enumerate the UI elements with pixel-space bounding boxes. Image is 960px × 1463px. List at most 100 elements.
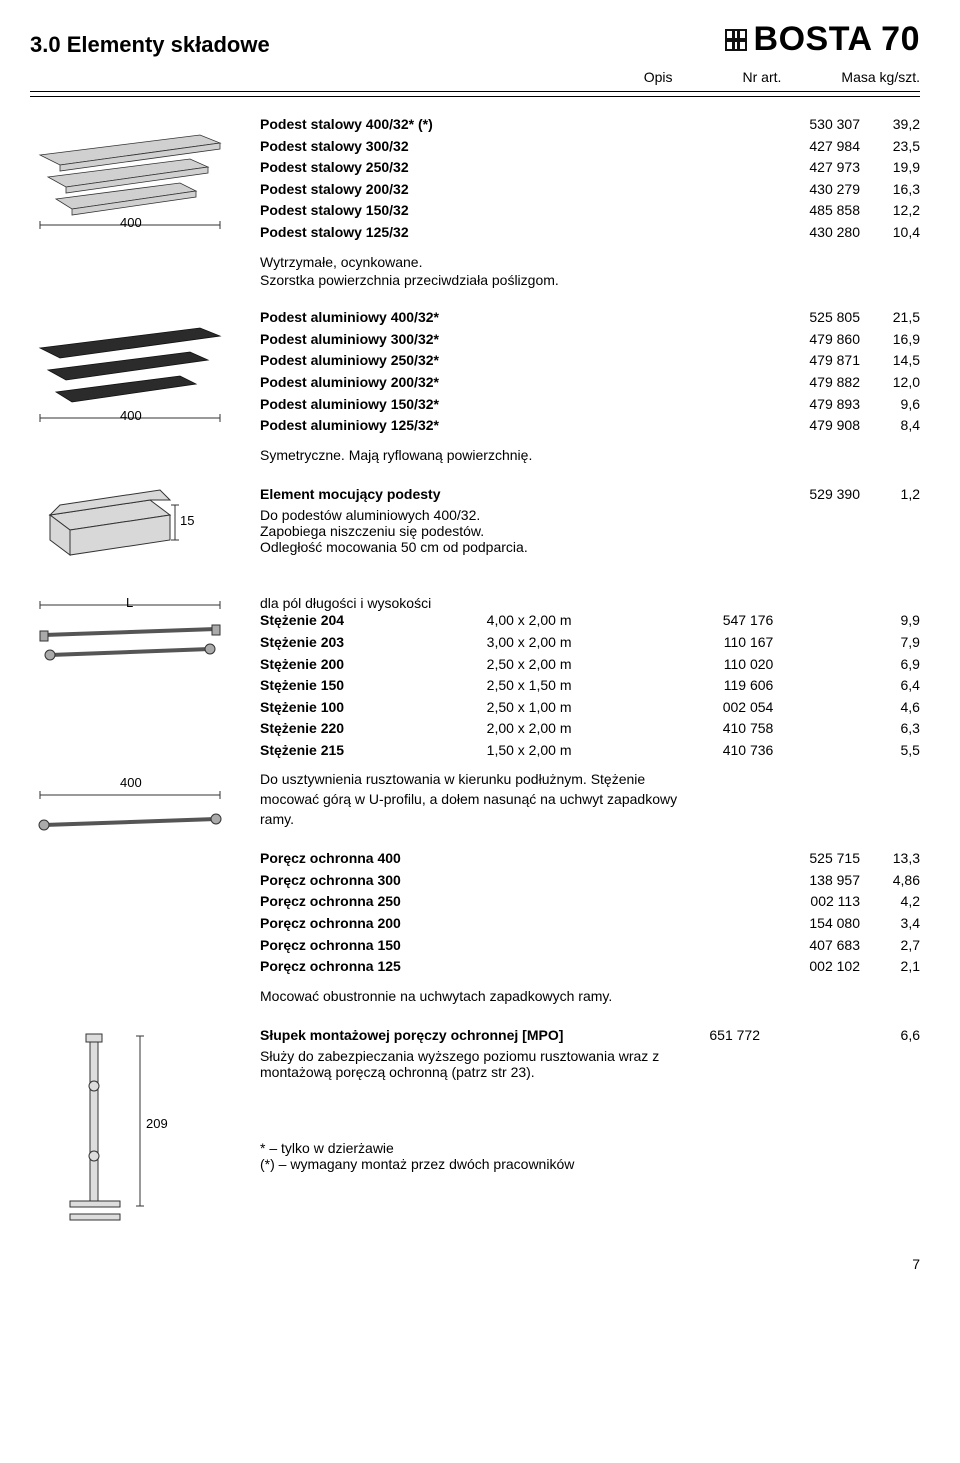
note-steel-1: Wytrzymałe, ocynkowane.: [260, 253, 920, 273]
illustration-guardrail: [30, 785, 230, 855]
item-mass: 19,9: [860, 158, 920, 178]
dimension-15: 15: [180, 513, 194, 528]
item-mass: 7,9: [860, 633, 920, 653]
item-art: 530 307: [780, 115, 860, 135]
item-art: 479 908: [780, 416, 860, 436]
item-label: Poręcz ochronna 150: [260, 936, 780, 956]
item-mass: 23,5: [860, 137, 920, 157]
item-art: 138 957: [780, 871, 860, 891]
section-alu-platforms: 400 Podest aluminiowy 400/32*525 80521,5…: [30, 308, 920, 465]
note-mount-3: Odległość mocowania 50 cm od podparcia.: [260, 539, 920, 555]
item-mass: 6,9: [860, 655, 920, 675]
item-art: 110 020: [693, 655, 773, 675]
item-dim: 2,50 x 1,50 m: [487, 676, 607, 696]
item-art: 110 167: [693, 633, 773, 653]
note-mount-1: Do podestów aluminiowych 400/32.: [260, 507, 920, 523]
item-label: Stężenie 215: [260, 741, 400, 761]
item-label: Podest aluminiowy 150/32*: [260, 395, 780, 415]
item-mass: 2,1: [860, 957, 920, 977]
dimension-L: L: [126, 595, 133, 610]
table-row: Stężenie 2202,00 x 2,00 m410 7586,3: [260, 719, 920, 739]
item-label: Stężenie 220: [260, 719, 400, 739]
section-post: 209 Słupek montażowej poręczy ochronnej …: [30, 1026, 920, 1226]
item-mass: 8,4: [860, 416, 920, 436]
note-alu: Symetryczne. Mają ryflowaną powierzchnię…: [260, 446, 920, 466]
table-row: Stężenie 2002,50 x 2,00 m110 0206,9: [260, 655, 920, 675]
item-art: 002 102: [780, 957, 860, 977]
item-label: Stężenie 150: [260, 676, 400, 696]
item-art: 154 080: [780, 914, 860, 934]
item-mass: 3,4: [860, 914, 920, 934]
note-guardrail: Mocować obustronnie na uchwytach zapadko…: [260, 987, 680, 1007]
dimension-400-c: 400: [120, 775, 142, 790]
item-mass: 1,2: [860, 485, 920, 505]
item-label: Element mocujący podesty: [260, 485, 780, 505]
item-art: 002 113: [780, 892, 860, 912]
table-row: Poręcz ochronna 200154 0803,4: [260, 914, 920, 934]
item-label: Podest aluminiowy 250/32*: [260, 351, 780, 371]
col-mass: Masa kg/szt.: [841, 69, 920, 85]
item-label: Podest stalowy 400/32* (*): [260, 115, 780, 135]
dimension-400-b: 400: [120, 408, 142, 423]
item-dim: 1,50 x 2,00 m: [487, 741, 607, 761]
item-label: Stężenie 203: [260, 633, 400, 653]
table-row: Poręcz ochronna 125002 1022,1: [260, 957, 920, 977]
table-row: Podest aluminiowy 250/32*479 87114,5: [260, 351, 920, 371]
item-mass: 21,5: [860, 308, 920, 328]
dimension-209: 209: [146, 1116, 168, 1131]
item-mass: 10,4: [860, 223, 920, 243]
item-label: Podest stalowy 200/32: [260, 180, 780, 200]
item-mass: 16,9: [860, 330, 920, 350]
illustration-mounting-element: [30, 485, 190, 575]
rule-top: [30, 91, 920, 92]
item-label: Stężenie 200: [260, 655, 400, 675]
item-mass: 4,6: [860, 698, 920, 718]
dimension-400-a: 400: [120, 215, 142, 230]
item-mass: 6,4: [860, 676, 920, 696]
item-art: 427 973: [780, 158, 860, 178]
item-art: 529 390: [780, 485, 860, 505]
item-art: 002 054: [693, 698, 773, 718]
table-row: Stężenie 2044,00 x 2,00 m547 1769,9: [260, 611, 920, 631]
bracing-intro: dla pól długości i wysokości: [260, 595, 920, 611]
item-label: Podest stalowy 150/32: [260, 201, 780, 221]
item-mass: 4,2: [860, 892, 920, 912]
item-art: 427 984: [780, 137, 860, 157]
item-dim: 3,00 x 2,00 m: [487, 633, 607, 653]
table-row: Podest aluminiowy 200/32*479 88212,0: [260, 373, 920, 393]
table-row: Podest aluminiowy 300/32*479 86016,9: [260, 330, 920, 350]
item-label: Poręcz ochronna 250: [260, 892, 780, 912]
table-row: Podest aluminiowy 400/32*525 80521,5: [260, 308, 920, 328]
item-mass: 12,2: [860, 201, 920, 221]
col-art: Nr art.: [743, 69, 782, 85]
item-mass: 5,5: [860, 741, 920, 761]
section-steel-platforms: 400 Podest stalowy 400/32* (*)530 30739,…: [30, 115, 920, 288]
table-row: Podest stalowy 150/32485 85812,2: [260, 201, 920, 221]
table-row: Podest aluminiowy 125/32*479 9088,4: [260, 416, 920, 436]
table-row: Poręcz ochronna 250002 1134,2: [260, 892, 920, 912]
item-art: 119 606: [693, 676, 773, 696]
note-steel-2: Szorstka powierzchnia przeciwdziała pośl…: [260, 272, 920, 288]
page-number: 7: [30, 1256, 920, 1272]
section-mounting-element: 15 Element mocujący podesty 529 390 1,2 …: [30, 485, 920, 575]
table-row: Podest stalowy 125/32430 28010,4: [260, 223, 920, 243]
item-label: Podest stalowy 250/32: [260, 158, 780, 178]
item-label: Podest aluminiowy 300/32*: [260, 330, 780, 350]
brand-text: BOSTA 70: [754, 20, 920, 59]
item-art: 479 882: [780, 373, 860, 393]
table-row: Podest stalowy 300/32427 98423,5: [260, 137, 920, 157]
table-row: Podest stalowy 200/32430 27916,3: [260, 180, 920, 200]
table-row: Stężenie 2151,50 x 2,00 m410 7365,5: [260, 741, 920, 761]
note-mount-2: Zapobiega niszczeniu się podestów.: [260, 523, 920, 539]
item-mass: 9,9: [860, 611, 920, 631]
brand-icon: [724, 28, 748, 52]
item-label: Podest aluminiowy 200/32*: [260, 373, 780, 393]
item-label: Stężenie 100: [260, 698, 400, 718]
item-art: 479 893: [780, 395, 860, 415]
item-label: Poręcz ochronna 400: [260, 849, 780, 869]
table-row: Poręcz ochronna 400525 71513,3: [260, 849, 920, 869]
table-row: Podest stalowy 250/32427 97319,9: [260, 158, 920, 178]
item-label: Podest stalowy 300/32: [260, 137, 780, 157]
item-label: Poręcz ochronna 300: [260, 871, 780, 891]
footnote-2: (*) – wymagany montaż przez dwóch pracow…: [260, 1156, 920, 1172]
